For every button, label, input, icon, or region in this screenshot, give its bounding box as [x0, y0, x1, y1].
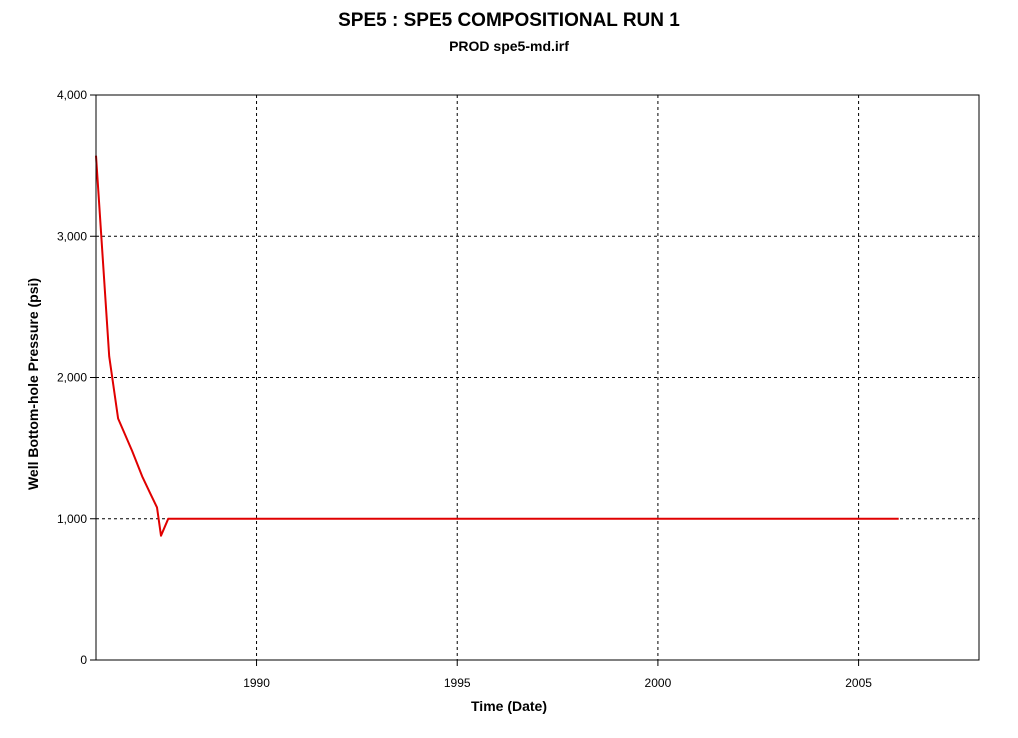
y-tick-label: 0: [80, 653, 87, 667]
chart-title: SPE5 : SPE5 COMPOSITIONAL RUN 1: [338, 10, 680, 31]
x-tick-label: 2005: [845, 676, 872, 690]
y-tick-label: 1,000: [57, 512, 87, 526]
series-line: [95, 155, 899, 537]
x-tick-label: 1990: [243, 676, 270, 690]
x-tick-label: 1995: [444, 676, 471, 690]
y-tick-label: 2,000: [57, 371, 87, 385]
y-tick-label: 4,000: [57, 88, 87, 102]
y-tick-label: 3,000: [57, 229, 87, 243]
x-axis-label: Time (Date): [471, 698, 547, 714]
chart-subtitle: PROD spe5-md.irf: [449, 38, 569, 54]
x-tick-label: 2000: [645, 676, 672, 690]
axes: 0 1,000 2,000 3,000 4,000 1990 1995 2000 2005: [57, 88, 980, 690]
series-layer: [95, 155, 899, 537]
grid-lines: [96, 95, 979, 660]
y-axis-label: Well Bottom-hole Pressure (psi): [25, 277, 41, 491]
